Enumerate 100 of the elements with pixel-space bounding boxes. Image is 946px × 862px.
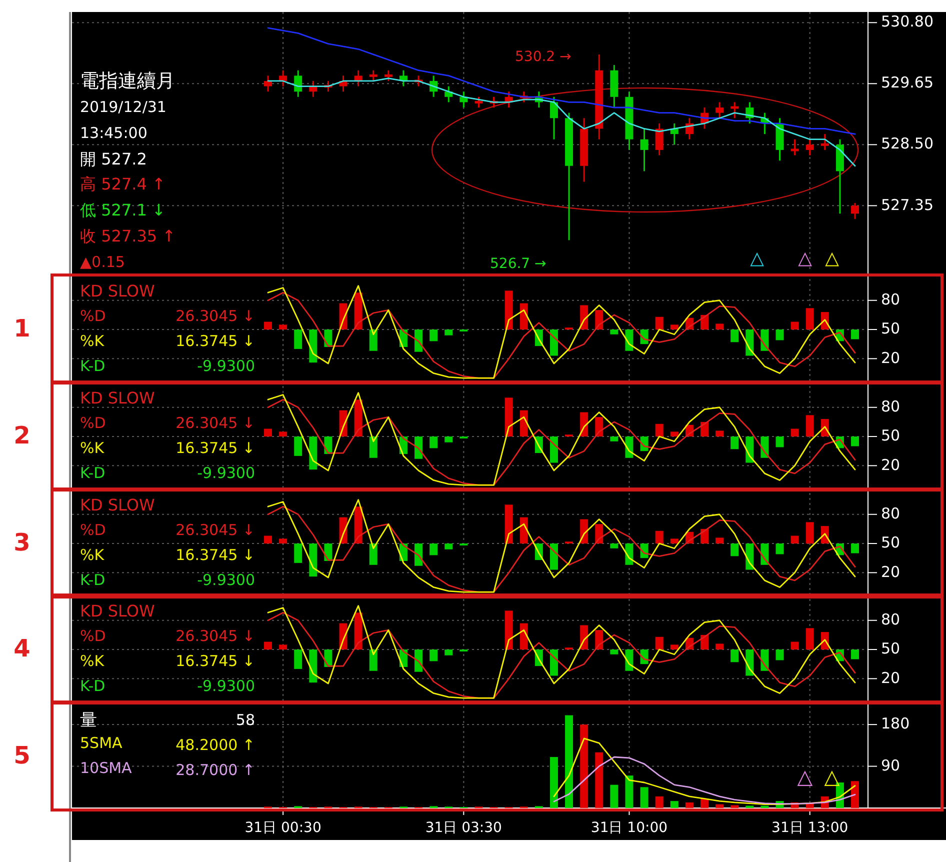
bar [790, 642, 799, 650]
text: K-D [80, 677, 106, 696]
bar [670, 324, 678, 330]
bar [430, 650, 438, 662]
candlestick [820, 133, 829, 151]
bar [851, 436, 859, 446]
y-tick-label: 527.35 [881, 196, 934, 214]
bar [716, 804, 724, 808]
y-tick-label: 20 [881, 562, 900, 581]
text: 3 [14, 528, 30, 557]
bar [851, 781, 859, 808]
bar [520, 303, 528, 330]
text: 26.3045 ↓ [176, 414, 255, 432]
candlestick [655, 122, 664, 156]
bar [595, 310, 604, 330]
bar [504, 290, 513, 330]
bar [430, 544, 438, 556]
annotation: 526.7 → [490, 256, 547, 272]
bar [851, 330, 859, 340]
text: KD SLOW [80, 281, 155, 300]
line-series [267, 27, 856, 135]
bar [565, 715, 574, 808]
bar [730, 436, 739, 450]
bar [655, 316, 664, 330]
candlestick [716, 101, 724, 119]
text: 26.3045 ↓ [176, 521, 255, 540]
bar [369, 330, 378, 351]
bar [414, 544, 423, 566]
bar [279, 538, 288, 544]
text: 48.2000 ↑ [176, 736, 255, 754]
bar [806, 415, 814, 437]
candlestick [354, 70, 362, 88]
y-tick-label: 80 [881, 397, 900, 416]
annotation: 530.2 → [515, 48, 572, 65]
bar [700, 314, 708, 330]
bar [504, 398, 513, 437]
y-tick-label: 180 [881, 714, 910, 733]
bar [700, 634, 708, 650]
bar [851, 650, 859, 660]
bar [730, 544, 739, 556]
y-tick-label: 80 [881, 504, 900, 522]
x-tick-label: 31日 03:30 [425, 820, 502, 836]
bar [610, 330, 618, 334]
text: 13:45:00 [80, 124, 148, 142]
bar [730, 805, 739, 808]
candlestick [640, 128, 648, 172]
y-tick-label: 50 [881, 320, 900, 338]
bar [790, 428, 799, 437]
bar [595, 524, 604, 544]
bar [716, 538, 724, 544]
text: K-D [80, 357, 106, 376]
text: 4 [14, 634, 30, 663]
bar [655, 796, 664, 808]
y-tick-label: 20 [881, 348, 900, 367]
bar [610, 784, 618, 808]
x-tick-label: 31日 13:00 [772, 820, 848, 836]
bar [264, 536, 272, 544]
candlestick [264, 74, 272, 92]
bar [309, 650, 318, 683]
bar [550, 544, 558, 570]
text: %K [80, 332, 106, 350]
bar [504, 504, 513, 544]
text: %D [80, 521, 106, 540]
bar [520, 623, 528, 650]
bar [610, 436, 618, 442]
bar [294, 330, 302, 349]
text: 10SMA [80, 759, 133, 778]
bar [279, 432, 288, 437]
bar [700, 422, 708, 437]
bar [354, 292, 362, 330]
text: 收 527.35 ↑ [80, 226, 176, 246]
bar [716, 324, 724, 330]
bar [414, 330, 423, 352]
candlestick [806, 138, 814, 156]
bar [670, 644, 678, 650]
bar [700, 798, 708, 808]
y-tick-label: 50 [881, 426, 900, 445]
bar [776, 436, 784, 448]
text: 電指連續月 [80, 70, 175, 92]
bar [309, 330, 318, 363]
bar [610, 650, 618, 654]
text: 高 527.4 ↑ [80, 174, 166, 194]
bar [444, 330, 453, 336]
y-tick-label: 530.80 [881, 12, 934, 31]
bar [625, 776, 634, 808]
text: 16.3745 ↓ [176, 546, 255, 564]
bar [550, 330, 558, 356]
text: K-D [80, 571, 106, 590]
y-tick-label: 20 [881, 456, 900, 474]
bar [580, 724, 588, 808]
bar [595, 752, 604, 808]
annotation: △ [750, 248, 764, 269]
bar [655, 636, 664, 650]
y-tick-label: 50 [881, 640, 900, 658]
text: KD SLOW [80, 495, 155, 514]
bar [430, 436, 438, 448]
bar [264, 428, 272, 437]
bar [670, 801, 678, 808]
bar [264, 642, 272, 650]
bar [444, 436, 453, 442]
